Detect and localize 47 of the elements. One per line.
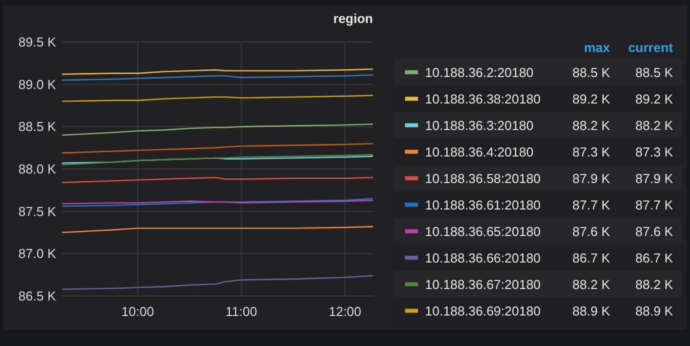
text: 87.7 K xyxy=(635,197,674,212)
line-series xyxy=(61,123,374,136)
text: 88.9 K xyxy=(635,303,674,318)
text: 88.2 K xyxy=(635,276,674,292)
legend-label: 10.188.36.3:20180 xyxy=(425,118,534,133)
legend-label: 10.188.36.38:20180 xyxy=(425,91,541,106)
text: 87.9 K xyxy=(572,170,610,186)
y-tick-label: 88.0 K xyxy=(18,162,56,177)
legend-label: 10.188.36.66:20180 xyxy=(425,250,541,266)
text: 89.2 K xyxy=(572,91,610,106)
y-tick-label: 87.5 K xyxy=(18,204,56,219)
text: 87.6 K xyxy=(572,224,610,239)
text: 88.2 K xyxy=(572,276,610,292)
y-tick-label: 89.5 K xyxy=(18,34,56,50)
text: current xyxy=(628,40,674,55)
text: 86.7 K xyxy=(572,250,610,266)
text: 88.2 K xyxy=(572,118,610,133)
text: 87.3 K xyxy=(572,144,610,160)
legend-label: 10.188.36.61:20180 xyxy=(425,197,541,212)
text: 88.5 K xyxy=(635,64,674,80)
legend-label: 10.188.36.67:20180 xyxy=(425,276,541,292)
text: 87.9 K xyxy=(635,170,674,186)
text: 87.6 K xyxy=(635,224,674,239)
legend-label: 10.188.36.2:20180 xyxy=(425,64,534,80)
line-series xyxy=(61,275,374,290)
legend-label: 10.188.36.4:20180 xyxy=(425,144,534,160)
x-tick-label: 11:00 xyxy=(226,304,258,319)
legend-label: 10.188.36.65:20180 xyxy=(425,224,541,239)
text: 86.7 K xyxy=(635,250,674,266)
text: 87.3 K xyxy=(635,144,674,160)
x-tick-label: 10:00 xyxy=(121,304,154,319)
y-tick-label: 88.5 K xyxy=(18,119,56,134)
y-tick-label: 89.0 K xyxy=(18,76,56,92)
line-series xyxy=(61,142,374,154)
text: 88.9 K xyxy=(572,303,610,318)
text: 88.2 K xyxy=(635,118,674,133)
line-series xyxy=(61,198,374,207)
y-tick-label: 86.5 K xyxy=(18,288,56,304)
legend-label: 10.188.36.69:20180 xyxy=(425,303,541,318)
text: 89.2 K xyxy=(635,91,674,106)
legend-label: 10.188.36.58:20180 xyxy=(425,170,541,186)
chart-title: region xyxy=(333,11,374,26)
text: 88.5 K xyxy=(572,64,610,80)
text: max xyxy=(584,40,611,55)
y-tick-label: 87.0 K xyxy=(18,246,56,262)
text: 87.7 K xyxy=(572,197,610,212)
x-tick-label: 12:00 xyxy=(328,304,362,319)
